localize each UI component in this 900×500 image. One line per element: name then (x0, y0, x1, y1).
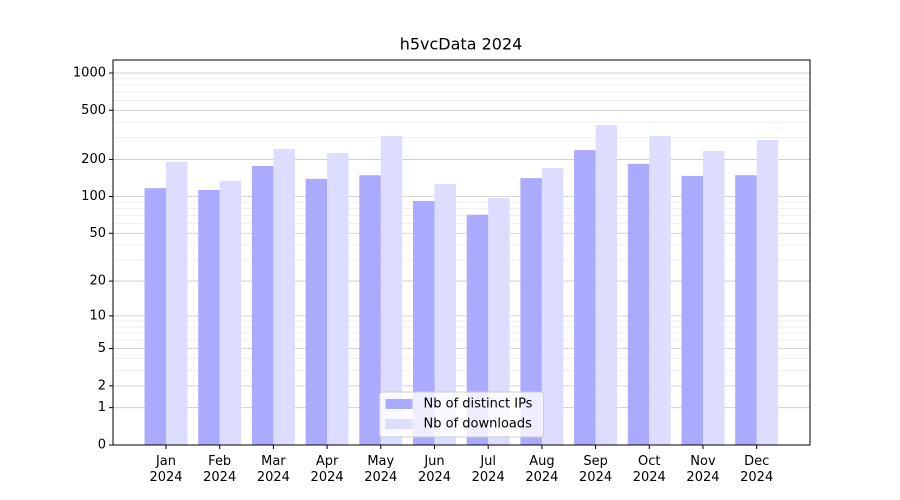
bar (273, 148, 295, 446)
y-tick-label: 10 (89, 308, 106, 323)
bar (595, 124, 618, 445)
bar (488, 198, 510, 445)
y-tick-label: 20 (89, 274, 106, 289)
bar (144, 188, 166, 445)
y-tick-label: 100 (81, 189, 106, 204)
x-tick-label: Apr 2024 (311, 454, 344, 485)
y-tick-label: 5 (98, 341, 106, 356)
bar (198, 189, 220, 445)
x-tick-label: Jun 2024 (418, 454, 451, 485)
x-tick-label: Mar 2024 (257, 454, 290, 485)
chart-title: h5vcData 2024 (400, 35, 523, 54)
bar (305, 178, 328, 446)
bar (327, 153, 349, 445)
x-tick-label: Sep 2024 (579, 454, 612, 485)
bar (520, 178, 542, 446)
bar (735, 175, 757, 445)
legend-box (379, 391, 544, 438)
bar (649, 136, 671, 445)
bar (574, 150, 596, 445)
plot-frame (112, 59, 811, 446)
y-tick-label: 1 (98, 400, 106, 415)
y-tick-label: 0 (98, 438, 106, 453)
y-tick-label: 200 (81, 152, 106, 167)
bar (434, 184, 456, 445)
legend-swatch (385, 419, 413, 429)
bar (380, 136, 403, 445)
bar (756, 140, 779, 445)
legend-label: Nb of downloads (424, 417, 533, 432)
x-tick-label: Dec 2024 (740, 454, 773, 485)
bar (251, 165, 274, 445)
bar (166, 161, 188, 445)
y-tick-label: 2 (98, 378, 106, 393)
legend-swatch (385, 399, 413, 409)
y-tick-label: 1000 (73, 65, 106, 80)
bar (413, 200, 435, 445)
x-tick-label: Aug 2024 (525, 454, 558, 485)
x-tick-label: May 2024 (364, 454, 397, 485)
x-tick-label: Oct 2024 (633, 454, 666, 485)
bar (359, 175, 381, 445)
x-tick-label: Jul 2024 (472, 454, 505, 485)
x-tick-label: Nov 2024 (686, 454, 719, 485)
legend-label: Nb of distinct IPs (424, 397, 533, 412)
x-tick-label: Jan 2024 (149, 454, 182, 485)
bar (219, 180, 242, 445)
bar (627, 163, 650, 446)
bar (681, 175, 703, 446)
y-tick-label: 50 (89, 226, 106, 241)
bar (466, 214, 489, 445)
y-tick-label: 500 (81, 103, 106, 118)
bar (702, 151, 725, 445)
bar (541, 168, 564, 445)
x-tick-label: Feb 2024 (203, 454, 236, 485)
